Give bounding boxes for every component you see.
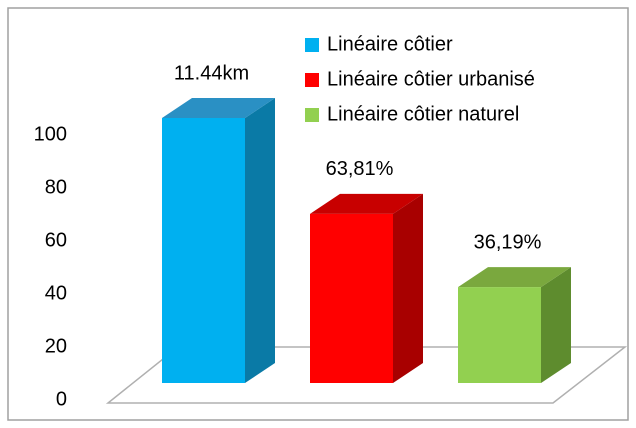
legend-swatch [305,73,319,87]
bar-side [541,267,571,383]
legend-swatch [305,108,319,122]
bar [310,213,393,383]
bar-top [310,193,423,214]
value-label: 36,19% [474,231,542,253]
y-tick-label: 80 [45,176,67,198]
legend-label: Linéaire côtier naturel [327,103,519,125]
bar-side [393,193,423,383]
bar-side [245,98,275,383]
value-label: 11.44km [174,62,249,84]
y-tick-label: 60 [45,229,67,251]
y-tick-label: 40 [45,282,67,304]
y-tick-label: 20 [45,335,67,357]
value-label: 63,81% [326,158,394,180]
bar [458,287,541,383]
bar-top [458,267,571,288]
legend-swatch [305,38,319,52]
y-tick-label: 0 [56,388,67,410]
legend-label: Linéaire côtier urbanisé [327,68,535,90]
bar [162,118,245,383]
bar-top [162,98,275,118]
legend-label: Linéaire côtier [327,33,453,55]
y-tick-label: 100 [34,123,67,145]
